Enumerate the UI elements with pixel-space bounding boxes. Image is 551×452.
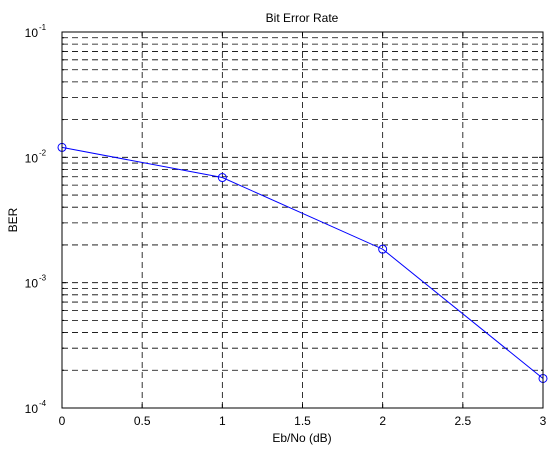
y-tick-label: 10 [25,277,39,291]
grid [62,32,543,408]
x-tick-label: 2.5 [454,414,471,428]
y-tick-exponent: -2 [39,148,47,157]
ber-series-line [61,146,544,379]
y-tick-label: 10 [25,26,39,40]
y-tick-exponent: -4 [39,399,47,408]
series-layer [57,142,548,383]
ber-data-point [217,173,227,183]
y-axis-label: BER [6,207,20,232]
ticks [61,32,544,409]
x-axis-label: Eb/No (dB) [272,431,331,445]
x-tick-label: 3 [540,414,547,428]
x-tick-label: 0.5 [134,414,151,428]
y-tick-exponent: -3 [39,274,47,283]
x-tick-label: 2 [379,414,386,428]
y-tick-label: 10 [25,402,39,416]
plot-background [62,32,543,408]
y-tick-label: 10 [25,151,39,165]
ber-data-point [378,244,388,254]
chart-title: Bit Error Rate [266,11,339,25]
y-tick-exponent: -1 [39,23,47,32]
tick-labels: 0 0.5 1 1.5 2 2.5 310-410-310-210-1 [25,23,547,428]
x-tick-label: 1.5 [294,414,311,428]
x-tick-label: 1 [219,414,226,428]
x-tick-label: 0 [59,414,66,428]
